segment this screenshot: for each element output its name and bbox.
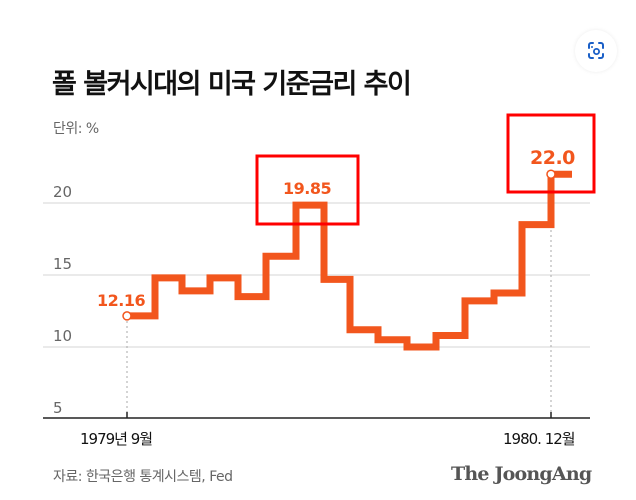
y-tick-label: 20 [53, 183, 72, 201]
start-point-marker [122, 311, 132, 321]
brand-logo: The JoongAng [451, 463, 592, 485]
data-label-peak: 19.85 [283, 179, 331, 198]
chart-title: 폴 볼커시대의 미국 기준금리 추이 [52, 69, 412, 100]
lens-button[interactable] [575, 30, 617, 72]
y-tick-label: 5 [53, 399, 63, 417]
x-tick-label-end: 1980. 12월 [503, 430, 575, 448]
ytick-layer: 5 10 15 20 [53, 183, 72, 417]
rate-step-line [127, 170, 572, 351]
end-point-marker [546, 169, 556, 179]
x-tick-label-start: 1979년 9월 [80, 430, 152, 448]
highlight-box-peak [255, 154, 360, 226]
y-tick-label: 10 [53, 327, 72, 345]
data-label-end: 22.0 [530, 147, 575, 169]
source-note: 자료: 한국은행 통계시스템, Fed [53, 469, 233, 485]
y-tick-label: 15 [53, 255, 72, 273]
highlight-box-end [506, 113, 596, 194]
unit-label: 단위: % [53, 121, 99, 137]
lens-scan-icon [588, 42, 604, 59]
data-label-start: 12.16 [97, 291, 145, 310]
